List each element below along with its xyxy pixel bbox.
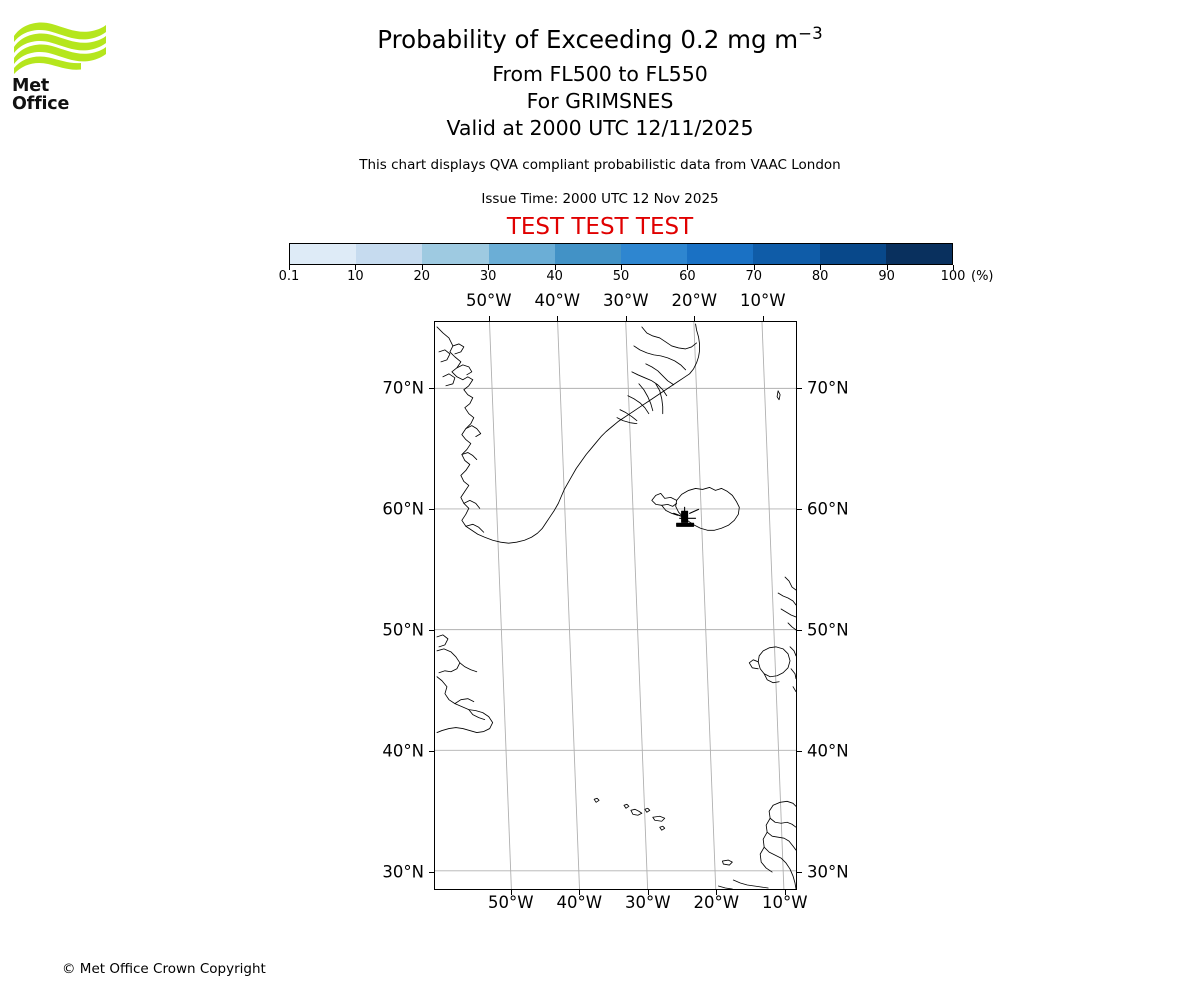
copyright-text: © Met Office Crown Copyright: [62, 961, 266, 977]
colorbar-tick-label-80: 80: [811, 269, 829, 284]
colorbar-gradient: [289, 243, 953, 265]
colorbar-segment-3: [488, 244, 555, 264]
lon-label-top-50°W: 50°W: [466, 291, 512, 310]
lat-label-right-30°N: 30°N: [807, 862, 849, 882]
colorbar-tick-50: [621, 265, 622, 270]
colorbar-tick-0.1: [289, 265, 290, 270]
colorbar-segment-2: [422, 244, 489, 264]
colorbar-segment-4: [554, 244, 622, 264]
colorbar-tick-10: [355, 265, 357, 270]
page-title: Probability of Exceeding 0.2 mg m−3: [0, 23, 1200, 54]
lon-tick-bottom-50°W: [510, 890, 512, 895]
colorbar-tick-40: [554, 265, 556, 270]
lon-label-bottom-30°W: 30°W: [624, 893, 671, 912]
colorbar-tick-label-70: 70: [745, 269, 763, 284]
lon-label-top-10°W: 10°W: [739, 291, 786, 310]
met-office-wordmark: Met Office: [12, 76, 70, 114]
colorbar-tick-label-30: 30: [479, 269, 497, 284]
lat-label-left-60°N: 60°N: [382, 499, 424, 519]
lat-label-left-40°N: 40°N: [382, 741, 424, 761]
gridline-lon-40°W: [557, 322, 580, 889]
colorbar-segment-9: [885, 244, 953, 264]
colorbar-tick-20: [421, 265, 423, 270]
colorbar-tick-label-90: 90: [878, 269, 895, 284]
colorbar-segment-1: [356, 244, 423, 264]
colorbar-tick-label-10: 10: [347, 269, 364, 284]
map-gridlines: [435, 322, 796, 889]
met-office-wave-logo-icon: [14, 22, 106, 74]
coastlines: [436, 323, 796, 889]
colorbar-segment-7: [753, 244, 820, 264]
lat-tick-right-40°N: [797, 750, 802, 752]
probability-colorbar: [289, 243, 953, 265]
colorbar-unit-label: (%): [971, 269, 994, 284]
colorbar-segment-0: [290, 244, 357, 264]
colorbar-tick-90: [886, 265, 888, 270]
subtitle-flight-levels: From FL500 to FL550: [492, 62, 708, 86]
lat-label-left-50°N: 50°N: [382, 620, 424, 640]
lon-tick-bottom-40°W: [579, 890, 581, 895]
colorbar-tick-80: [820, 265, 822, 270]
lat-label-right-70°N: 70°N: [807, 378, 849, 398]
colorbar-segment-5: [621, 244, 688, 264]
lon-tick-bottom-10°W: [784, 890, 786, 895]
lon-label-bottom-40°W: 40°W: [556, 893, 603, 912]
lon-tick-top-20°W: [694, 316, 696, 321]
colorbar-tick-label-60: 60: [679, 269, 696, 284]
lat-label-left-30°N: 30°N: [382, 862, 424, 882]
colorbar-tick-70: [753, 265, 755, 270]
colorbar-segment-8: [819, 244, 886, 264]
colorbar-tick-label-40: 40: [546, 269, 563, 284]
lon-tick-bottom-20°W: [716, 890, 718, 895]
lon-label-top-30°W: 30°W: [602, 291, 649, 310]
test-banner: TEST TEST TEST: [506, 214, 694, 240]
lon-label-bottom-50°W: 50°W: [488, 893, 534, 912]
lat-tick-left-60°N: [429, 508, 434, 510]
lon-label-top-20°W: 20°W: [671, 291, 718, 310]
gridline-lon-10°W: [761, 322, 785, 889]
lon-tick-bottom-30°W: [647, 890, 649, 895]
colorbar-tick-label-20: 20: [413, 269, 431, 284]
page-title-exponent: −3: [798, 23, 823, 43]
colorbar-tick-label-100: 100: [940, 269, 966, 284]
map-canvas: [435, 322, 796, 889]
lat-tick-right-60°N: [797, 508, 802, 510]
met-office-logo: Met Office: [12, 18, 112, 113]
colorbar-tick-60: [687, 265, 689, 270]
lon-tick-top-40°W: [557, 316, 559, 321]
lat-tick-right-70°N: [797, 387, 802, 389]
colorbar-tick-label-50: 50: [612, 269, 630, 284]
issue-time-text: Issue Time: 2000 UTC 12 Nov 2025: [481, 191, 719, 207]
lat-label-left-70°N: 70°N: [382, 378, 424, 398]
colorbar-tick-label-0.1: 0.1: [278, 269, 300, 284]
lat-tick-left-30°N: [429, 871, 434, 873]
lat-label-right-60°N: 60°N: [807, 499, 849, 519]
gridline-lon-20°W: [693, 322, 717, 889]
lon-tick-top-10°W: [762, 316, 764, 321]
gridline-lon-50°W: [489, 322, 512, 889]
page-title-text: Probability of Exceeding 0.2 mg m: [377, 25, 799, 54]
gridline-lon-30°W: [625, 322, 649, 889]
lat-tick-left-50°N: [429, 629, 434, 631]
colorbar-tick-30: [488, 265, 490, 270]
volcano-marker-grimsnes: [673, 506, 700, 527]
lon-tick-top-50°W: [488, 316, 490, 321]
subtitle-valid-time: Valid at 2000 UTC 12/11/2025: [446, 116, 754, 140]
colorbar-segment-6: [687, 244, 754, 264]
lat-label-right-40°N: 40°N: [807, 741, 849, 761]
lon-label-bottom-20°W: 20°W: [693, 893, 740, 912]
disclaimer-text: This chart displays QVA compliant probab…: [359, 157, 841, 173]
lat-tick-left-70°N: [429, 387, 434, 389]
lat-label-right-50°N: 50°N: [807, 620, 849, 640]
lon-label-top-40°W: 40°W: [534, 291, 581, 310]
lat-tick-left-40°N: [429, 750, 434, 752]
colorbar-tick-100: [953, 265, 954, 270]
lat-tick-right-50°N: [797, 629, 802, 631]
map-plot-area[interactable]: [434, 321, 797, 890]
lat-tick-right-30°N: [797, 871, 802, 873]
lon-tick-top-30°W: [625, 316, 627, 321]
subtitle-volcano: For GRIMSNES: [526, 89, 674, 113]
lon-label-bottom-10°W: 10°W: [761, 893, 808, 912]
